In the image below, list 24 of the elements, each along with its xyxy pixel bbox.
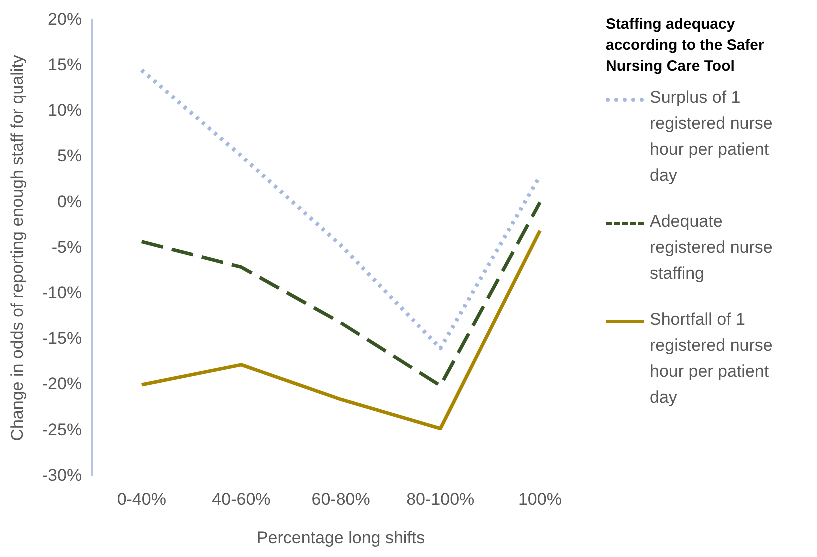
legend-label: Surplus of 1 registered nurse hour per patient day (650, 87, 774, 187)
line-series (140, 200, 542, 388)
x-tick-label: 100% (518, 490, 562, 510)
y-tick-label: -5% (52, 238, 82, 257)
y-tick-label: 10% (48, 101, 82, 120)
y-tick-label: -15% (42, 329, 82, 348)
y-tick-label: -20% (42, 374, 82, 394)
x-tick-label: 40-60% (212, 490, 271, 510)
x-tick-label: 80-100% (406, 490, 475, 510)
y-axis-title: Change in odds of reporting enough staff for quality (8, 54, 27, 442)
y-tick-label: -25% (42, 420, 82, 440)
legend-label: Shortfall of 1 registered nurse hour per patient day (650, 309, 774, 409)
legend-title: Staffing adequacy according to the Safer Nursing Care Tool (606, 15, 766, 77)
x-tick-label: 0-40% (117, 490, 166, 510)
y-tick-label: -10% (42, 283, 82, 302)
legend-label: Adequate registered nurse staffing (650, 211, 774, 285)
y-tick-label: 20% (48, 10, 82, 29)
x-axis-title: Percentage long shifts (256, 528, 426, 548)
y-tick-label: -30% (42, 466, 82, 485)
y-tick-label: 0% (58, 192, 82, 212)
line-series (140, 68, 542, 351)
y-tick-label: 15% (48, 55, 82, 74)
y-tick-label: 5% (58, 146, 82, 166)
x-tick-label: 60-80% (312, 490, 370, 510)
